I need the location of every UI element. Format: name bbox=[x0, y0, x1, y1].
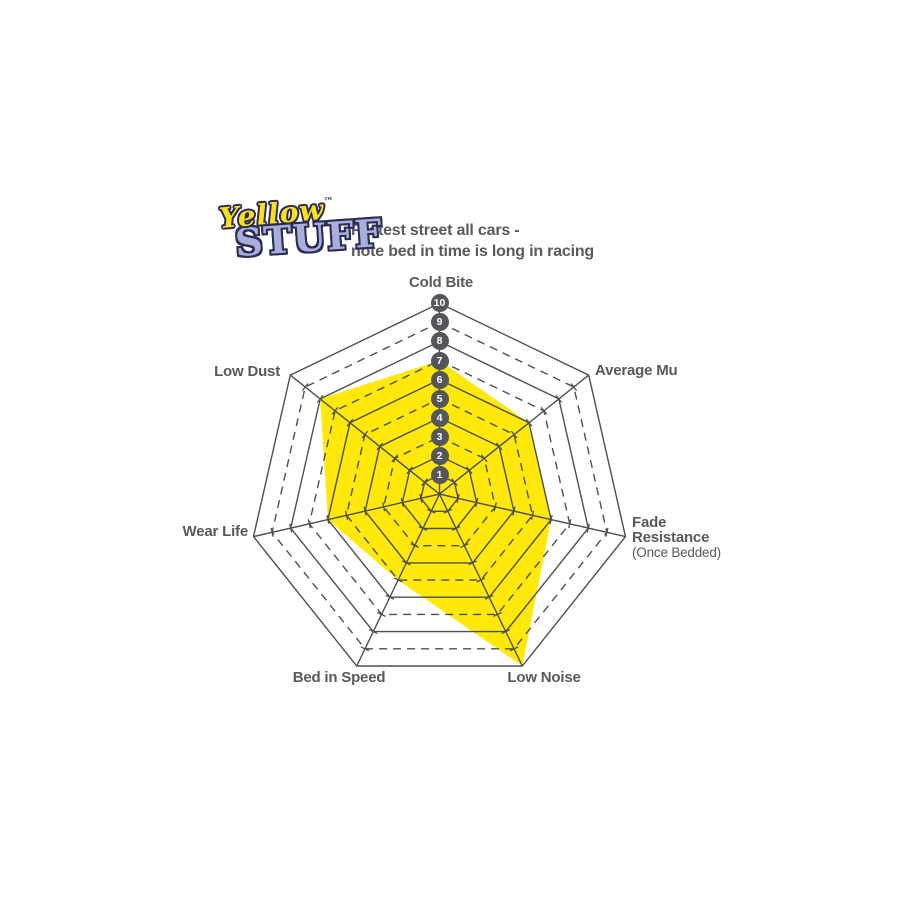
axis-tick bbox=[316, 394, 324, 403]
axis-tick bbox=[451, 525, 461, 531]
axis-tick bbox=[525, 418, 533, 427]
axis-tick bbox=[368, 629, 378, 635]
axis-label-line: Wear Life bbox=[182, 523, 249, 540]
axis-tick bbox=[568, 519, 572, 529]
axis-tick bbox=[465, 466, 473, 475]
grid-ring-1 bbox=[420, 474, 459, 512]
scale-badge-10: 10 bbox=[430, 294, 449, 313]
grid-ring-5 bbox=[345, 397, 534, 581]
axis-tick bbox=[426, 508, 436, 514]
grid-ring-7 bbox=[308, 359, 571, 616]
axis-tick bbox=[331, 406, 339, 415]
chart-subtitle-line2: note bed in time is long in racing bbox=[351, 243, 594, 260]
axis-tick bbox=[493, 502, 497, 512]
axis-tick bbox=[326, 515, 330, 525]
axis-label-line: Average Mu bbox=[595, 362, 678, 379]
axis-tick bbox=[509, 646, 519, 652]
axis-sublabel: (Once Bedded) bbox=[632, 545, 721, 560]
scale-badge-7: 7 bbox=[430, 351, 449, 370]
axis-tick bbox=[391, 454, 399, 463]
axis-tick bbox=[570, 383, 578, 392]
axis-tick bbox=[402, 560, 411, 566]
grid-ring-10 bbox=[252, 302, 627, 667]
axis-tick bbox=[510, 430, 518, 439]
axis-tick bbox=[307, 519, 311, 529]
axis-tick bbox=[468, 560, 477, 566]
grid-ring-4 bbox=[364, 417, 515, 564]
radar-data-polygon bbox=[320, 360, 552, 666]
axis-tick bbox=[493, 611, 502, 617]
scale-badge-6: 6 bbox=[430, 370, 449, 389]
axis-tick bbox=[410, 543, 419, 549]
axis-label-line: Bed in Speed bbox=[292, 669, 386, 686]
axis-label-low-noise: Low Noise bbox=[507, 670, 580, 685]
axis-tick bbox=[270, 527, 274, 537]
axis-label-average-mu: Average Mu bbox=[595, 362, 678, 379]
scale-badge-4: 4 bbox=[430, 408, 449, 427]
grid-ring-3 bbox=[382, 436, 497, 547]
grid-ring-2 bbox=[401, 455, 478, 530]
axis-tick bbox=[512, 506, 516, 516]
axis-tick bbox=[501, 629, 511, 635]
grid-ring-6 bbox=[327, 378, 552, 598]
axis-tick bbox=[586, 523, 590, 533]
axis-tick bbox=[443, 508, 453, 514]
axis-tick bbox=[400, 498, 404, 508]
axis-tick bbox=[346, 418, 354, 427]
scale-badge-8: 8 bbox=[430, 332, 449, 351]
axis-label-line: Low Dust bbox=[214, 363, 280, 380]
axis-tick bbox=[385, 594, 395, 600]
axis-tick bbox=[361, 430, 369, 439]
axis-label-low-dust: Low Dust bbox=[214, 364, 280, 379]
axis-tick bbox=[393, 577, 403, 583]
scale-badge-9: 9 bbox=[430, 313, 449, 332]
axis-tick bbox=[555, 394, 563, 403]
axis-tick bbox=[360, 646, 370, 652]
scale-badge-2: 2 bbox=[430, 446, 449, 465]
axis-tick bbox=[344, 510, 349, 520]
axis-label-line: Cold Bite bbox=[408, 274, 474, 291]
axis-tick bbox=[484, 594, 494, 600]
chart-subtitle: Fastest street all cars - note bed in ti… bbox=[351, 220, 594, 262]
axis-tick bbox=[456, 493, 460, 503]
axis-label-wear-life: Wear Life bbox=[182, 523, 249, 540]
axis-tick bbox=[451, 478, 458, 487]
axis-label-cold-bite: Cold Bite bbox=[409, 275, 473, 290]
axis-tick bbox=[419, 493, 423, 503]
chart-subtitle-line1: Fastest street all cars - bbox=[351, 222, 520, 239]
axis-tick bbox=[549, 515, 553, 525]
axis-tick bbox=[475, 498, 479, 508]
axis-tick bbox=[363, 506, 367, 516]
axis-tick bbox=[480, 454, 488, 463]
axis-tick bbox=[382, 502, 386, 512]
axis-label-fade-resistance-once-bedded: Fade Resistance (Once Bedded) bbox=[632, 515, 721, 560]
axis-tick bbox=[460, 543, 469, 549]
axis-tick bbox=[418, 525, 428, 531]
scale-badge-1: 1 bbox=[430, 466, 449, 485]
axis-tick bbox=[377, 611, 386, 617]
axis-tick bbox=[376, 442, 384, 451]
axis-tick bbox=[406, 466, 414, 475]
grid-ring-9 bbox=[271, 321, 608, 650]
axis-tick bbox=[495, 442, 503, 451]
axis-tick bbox=[540, 406, 548, 415]
axis-label-bed-in-speed: Bed in Speed bbox=[293, 670, 386, 685]
grid-ring-8 bbox=[289, 340, 590, 633]
axis-label-line: Resistance bbox=[632, 529, 710, 546]
axis-label-line: Fade bbox=[632, 514, 667, 531]
scale-badge-3: 3 bbox=[430, 427, 449, 446]
axis-tick bbox=[301, 383, 309, 392]
trademark-symbol: ™ bbox=[323, 196, 335, 208]
axis-label-line: Low Noise bbox=[507, 669, 581, 686]
scale-badge-5: 5 bbox=[430, 389, 449, 408]
axis-tick bbox=[605, 527, 609, 537]
axis-tick bbox=[530, 510, 535, 520]
axis-tick bbox=[421, 478, 428, 487]
axis-tick bbox=[476, 577, 486, 583]
axis-tick bbox=[289, 523, 293, 533]
